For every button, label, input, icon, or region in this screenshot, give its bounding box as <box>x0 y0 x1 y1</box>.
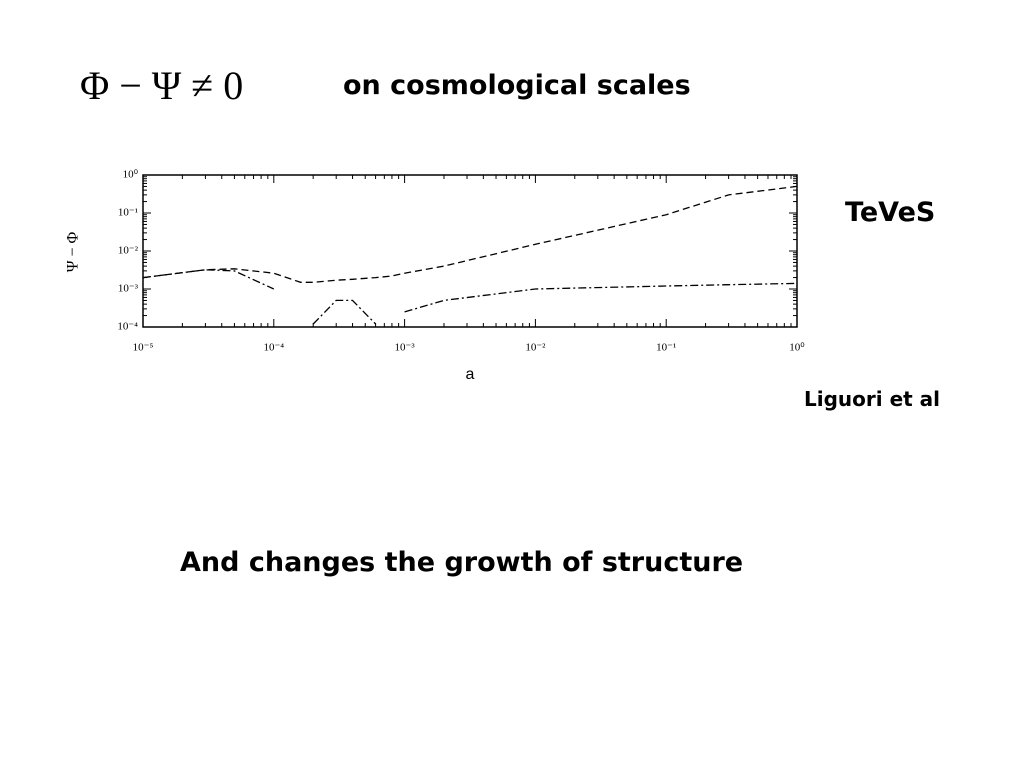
y-tick-label: 10⁻³ <box>118 283 139 295</box>
series-line <box>143 269 797 325</box>
x-tick-label: 10⁰ <box>789 342 805 354</box>
y-tick-label: 10⁻² <box>118 245 139 257</box>
citation: Liguori et al <box>804 387 941 411</box>
x-tick-label: 10⁻² <box>525 342 546 354</box>
x-tick-label: 10⁻³ <box>395 342 416 354</box>
heading: on cosmological scales <box>343 70 691 101</box>
formula: Φ − Ψ ≠ 0 <box>80 63 244 108</box>
y-tick-label: 10⁻⁴ <box>117 321 138 333</box>
series-line <box>143 185 797 283</box>
x-tick-label: 10⁻¹ <box>656 342 676 354</box>
conclusion: And changes the growth of structure <box>180 547 744 578</box>
x-tick-label: 10⁻⁵ <box>133 342 154 354</box>
x-axis-label: a <box>466 366 475 383</box>
y-axis-label: Ψ − Φ <box>65 231 82 272</box>
y-tick-label: 10⁻¹ <box>118 207 138 219</box>
y-tick-label: 10⁰ <box>123 169 139 181</box>
model-label: TeVeS <box>845 197 936 228</box>
plot-frame <box>142 174 798 328</box>
x-tick-label: 10⁻⁴ <box>263 342 284 354</box>
